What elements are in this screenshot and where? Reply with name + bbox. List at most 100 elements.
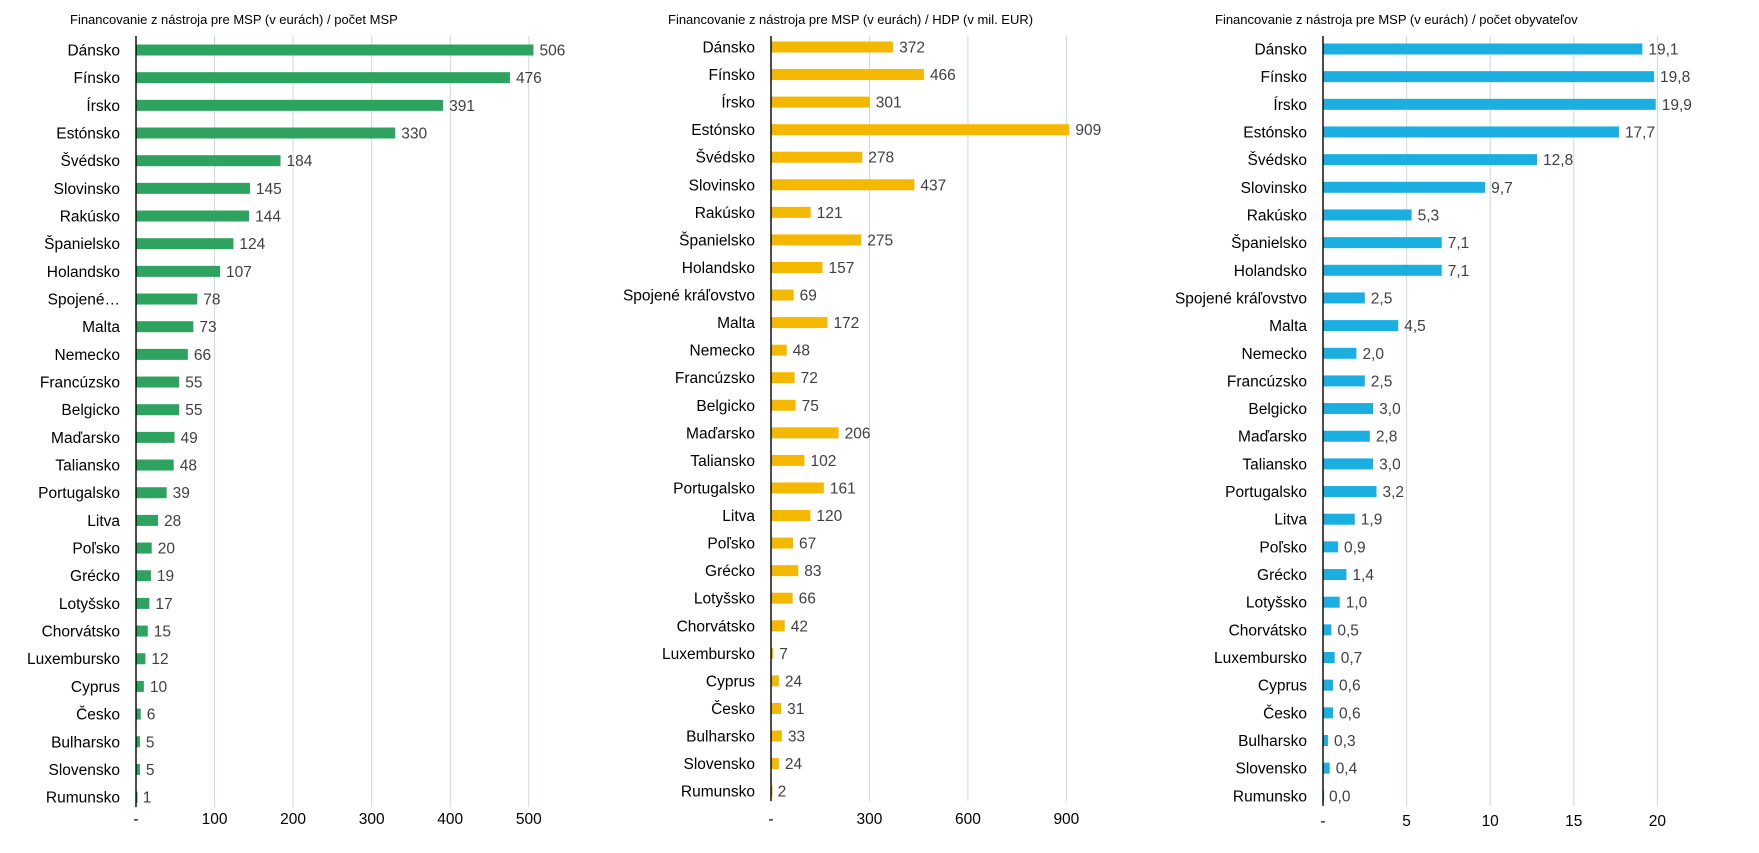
data-label: 3,2: [1383, 484, 1405, 501]
data-label: 372: [899, 40, 925, 57]
bar: [136, 570, 151, 582]
bar: [1323, 71, 1655, 83]
data-label: 19,8: [1660, 69, 1690, 86]
data-label: 437: [920, 177, 946, 194]
category-label: Slovensko: [48, 762, 120, 779]
data-label: 1,4: [1352, 567, 1374, 584]
data-label: 19,9: [1662, 97, 1692, 114]
category-label: Slovinsko: [1241, 180, 1307, 197]
tick-label: 600: [955, 811, 981, 828]
category-label: Rakúsko: [1247, 207, 1307, 224]
bar: [136, 791, 138, 803]
data-label: 12: [151, 651, 168, 668]
data-label: 19: [157, 568, 174, 585]
data-label: 124: [239, 236, 265, 253]
category-label: Portugalsko: [1225, 484, 1307, 501]
bar: [771, 317, 828, 329]
category-label: Nemecko: [1242, 346, 1307, 363]
chart-funding-per-sme: Financovanie z nástroja pre MSP (v eurác…: [27, 12, 565, 828]
bar: [771, 372, 795, 384]
bar: [771, 647, 774, 659]
category-label: Luxembursko: [1214, 650, 1307, 667]
category-label: Rumunsko: [681, 784, 755, 801]
data-label: 5: [146, 762, 155, 779]
category-label: Česko: [1263, 705, 1307, 722]
bar: [136, 293, 198, 305]
data-label: 157: [829, 260, 855, 277]
data-label: 7,1: [1448, 235, 1470, 252]
category-label: Francúzsko: [40, 375, 120, 392]
tick-label: 900: [1053, 811, 1079, 828]
category-label: Rumunsko: [1233, 788, 1307, 805]
tick-label: 300: [359, 811, 385, 828]
bar: [1323, 541, 1339, 553]
bar: [1323, 403, 1374, 415]
bar: [771, 96, 870, 108]
category-label: Maďarsko: [51, 430, 120, 447]
bar: [1323, 320, 1399, 332]
category-label: Holandsko: [1234, 263, 1307, 280]
data-label: 2,5: [1371, 290, 1393, 307]
bar: [1323, 707, 1334, 719]
tick-label: 100: [202, 811, 228, 828]
tick-label: -: [768, 811, 773, 828]
category-label: Fínsko: [1260, 69, 1307, 86]
bar: [136, 736, 140, 748]
tick-label: 300: [857, 811, 883, 828]
bar: [136, 514, 158, 526]
bar: [1323, 430, 1370, 442]
data-label: 24: [785, 673, 803, 690]
data-label: 7,1: [1448, 263, 1470, 280]
category-label: Bulharsko: [1238, 733, 1307, 750]
category-label: Bulharsko: [686, 729, 755, 746]
bar: [771, 151, 863, 163]
data-label: 107: [226, 264, 252, 281]
bar: [136, 321, 194, 333]
bar: [1323, 513, 1355, 525]
data-label: 7: [779, 646, 788, 663]
category-label: Malta: [82, 319, 120, 336]
data-label: 67: [799, 536, 816, 553]
bars: [1323, 43, 1656, 802]
data-label: 0,6: [1339, 705, 1361, 722]
data-label: 2,8: [1376, 429, 1398, 446]
bar: [1323, 458, 1374, 470]
tick-label: 500: [516, 811, 542, 828]
category-label: Estónsko: [691, 122, 755, 139]
data-label: 17: [155, 596, 172, 613]
data-label: 9,7: [1491, 180, 1513, 197]
bar: [136, 404, 180, 416]
data-label: 17,7: [1625, 124, 1655, 141]
bar: [1323, 347, 1357, 359]
data-label: 31: [787, 701, 804, 718]
bar: [771, 261, 823, 273]
gridlines: [1406, 36, 1658, 806]
gridlines: [214, 36, 530, 808]
data-label: 39: [173, 485, 190, 502]
bar: [1323, 652, 1335, 664]
bar: [1323, 237, 1442, 249]
category-label: Luxembursko: [662, 646, 755, 663]
data-label: 5,3: [1418, 207, 1440, 224]
category-label: Belgicko: [61, 402, 120, 419]
chart-funding-per-capita: Financovanie z nástroja pre MSP (v eurác…: [1175, 12, 1692, 830]
tick-label: 10: [1482, 813, 1500, 830]
bar: [136, 459, 174, 471]
data-label: 55: [185, 402, 202, 419]
data-label: 0,7: [1341, 650, 1363, 667]
category-label: Holandsko: [682, 260, 755, 277]
data-label: 48: [180, 458, 197, 475]
category-label: Írsko: [86, 98, 120, 115]
category-label: Chorvátsko: [1229, 622, 1307, 639]
category-label: Spojené kráľovstvo: [623, 288, 755, 305]
data-label: 78: [203, 292, 220, 309]
bars: [771, 41, 1070, 797]
category-label: Švédsko: [61, 153, 120, 170]
data-label: 102: [810, 453, 836, 470]
bar: [136, 597, 150, 609]
category-label: Taliansko: [690, 453, 755, 470]
bar: [136, 348, 188, 360]
bar: [771, 675, 779, 687]
category-label: Chorvátsko: [677, 618, 755, 635]
